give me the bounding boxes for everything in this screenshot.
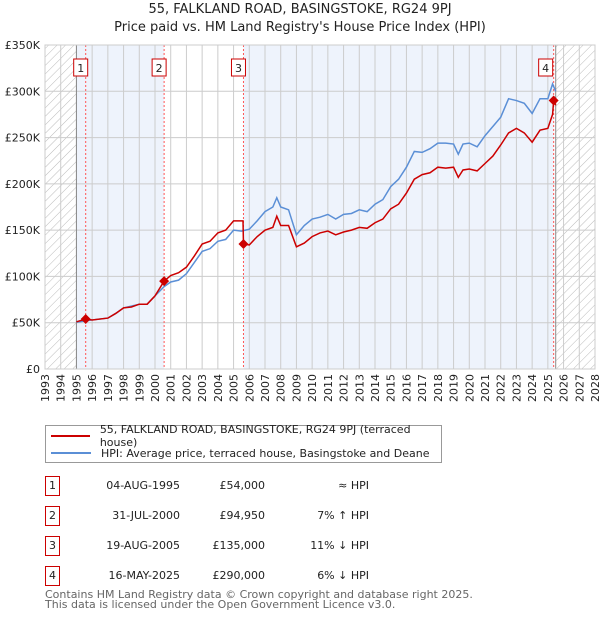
sale-number-badge: 3 <box>45 536 60 556</box>
hpi-line <box>76 81 557 323</box>
y-tick-label: £250K <box>5 132 41 145</box>
x-tick-label: 2012 <box>338 374 351 402</box>
footer: Contains HM Land Registry data © Crown c… <box>45 588 473 611</box>
x-tick-label: 2002 <box>180 374 193 402</box>
legend-swatch-blue <box>51 452 91 454</box>
x-tick-label: 2005 <box>228 374 241 402</box>
sale-label-box <box>73 58 89 77</box>
hpi-comparison: ≈ HPI <box>338 479 369 492</box>
x-tick-label: 2017 <box>416 374 429 402</box>
x-tick-label: 2013 <box>353 374 366 402</box>
legend-swatch-red <box>51 435 90 437</box>
ownership-shading <box>243 45 554 369</box>
x-tick-label: 2020 <box>463 374 476 402</box>
x-tick-label: 2015 <box>385 374 398 402</box>
footer-line: This data is licensed under the Open Gov… <box>45 598 396 611</box>
sale-label-box <box>151 58 167 77</box>
x-tick-label: 1999 <box>133 374 146 402</box>
y-tick-label: £0 <box>26 363 40 376</box>
footer-line: Contains HM Land Registry data © Crown c… <box>45 588 473 601</box>
sale-point-marker <box>238 239 249 250</box>
sale-price: £94,950 <box>219 509 266 522</box>
hpi-comparison: 11% ↓ HPI <box>310 539 369 552</box>
x-tick-label: 2003 <box>196 374 209 402</box>
sale-date: 31-JUL-2000 <box>112 509 180 522</box>
x-tick-label: 2014 <box>369 374 382 402</box>
x-tick-label: 1997 <box>102 374 115 402</box>
sale-number-badge: 4 <box>45 566 60 586</box>
sale-point-marker <box>159 276 170 287</box>
x-tick-label: 1995 <box>70 374 83 402</box>
x-tick-label: 1993 <box>39 374 52 402</box>
legend-item-property: 55, FALKLAND ROAD, BASINGSTOKE, RG24 9PJ… <box>46 423 441 449</box>
x-tick-label: 2000 <box>149 374 162 402</box>
x-tick-label: 2009 <box>290 374 303 402</box>
x-tick-label: 2021 <box>479 374 492 402</box>
plot-border <box>44 44 596 370</box>
x-tick-label: 2026 <box>558 374 571 402</box>
sale-date: 04-AUG-1995 <box>106 479 180 492</box>
sale-label-box <box>538 58 554 77</box>
sale-number-badge: 1 <box>45 476 60 496</box>
chart-subtitle: Price paid vs. HM Land Registry's House … <box>114 20 486 35</box>
sale-point-marker <box>80 314 91 325</box>
x-tick-label: 1998 <box>118 374 131 402</box>
sale-number-badge: 2 <box>45 506 60 526</box>
legend-label: HPI: Average price, terraced house, Basi… <box>101 446 430 460</box>
sale-price: £290,000 <box>212 569 266 582</box>
x-tick-label: 2018 <box>432 374 445 402</box>
table-row: 1 04-AUG-1995 £54,000 ≈ HPI <box>45 476 445 496</box>
sale-price: £135,000 <box>212 539 266 552</box>
x-tick-label: 2010 <box>306 374 319 402</box>
sale-label-box <box>230 58 246 77</box>
sale-label: 2 <box>156 62 163 75</box>
x-tick-label: 2028 <box>589 374 600 402</box>
hatched-no-data-region <box>555 45 595 369</box>
ownership-shading <box>76 45 165 369</box>
y-tick-label: £350K <box>5 39 41 52</box>
hpi-comparison: 6% ↓ HPI <box>317 569 369 582</box>
sale-label: 3 <box>235 62 242 75</box>
x-tick-label: 2016 <box>400 374 413 402</box>
sale-point-marker <box>548 95 559 106</box>
y-tick-label: £50K <box>12 317 41 330</box>
x-tick-label: 2025 <box>542 374 555 402</box>
table-row: 4 16-MAY-2025 £290,000 6% ↓ HPI <box>45 566 445 586</box>
x-tick-label: 2006 <box>243 374 256 402</box>
table-row: 3 19-AUG-2005 £135,000 11% ↓ HPI <box>45 536 445 556</box>
chart-title: 55, FALKLAND ROAD, BASINGSTOKE, RG24 9PJ <box>148 2 452 17</box>
x-tick-label: 2007 <box>259 374 272 402</box>
legend: 55, FALKLAND ROAD, BASINGSTOKE, RG24 9PJ… <box>45 423 442 463</box>
x-tick-label: 2023 <box>510 374 523 402</box>
sale-date: 16-MAY-2025 <box>108 569 180 582</box>
legend-item-hpi: HPI: Average price, terraced house, Basi… <box>46 445 429 461</box>
sale-label: 4 <box>542 62 549 75</box>
y-tick-label: £200K <box>5 178 41 191</box>
x-tick-label: 2004 <box>212 374 225 402</box>
sale-label: 1 <box>77 62 84 75</box>
x-tick-label: 2027 <box>573 374 586 402</box>
x-tick-label: 2022 <box>495 374 508 402</box>
sale-date: 19-AUG-2005 <box>106 539 180 552</box>
property-price-line <box>76 100 557 323</box>
legend-label: 55, FALKLAND ROAD, BASINGSTOKE, RG24 9PJ… <box>99 423 411 449</box>
table-row: 2 31-JUL-2000 £94,950 7% ↑ HPI <box>45 506 445 526</box>
sale-price: £54,000 <box>219 479 266 492</box>
x-tick-label: 2024 <box>526 374 539 402</box>
x-tick-label: 2019 <box>448 374 461 402</box>
hpi-comparison: 7% ↑ HPI <box>317 509 369 522</box>
x-tick-label: 2008 <box>275 374 288 402</box>
price-chart: 1993 1994 1995 1996 1997 1998 1999 2000 2001 2002… <box>5 39 600 402</box>
x-tick-label: 1996 <box>86 374 99 402</box>
x-tick-label: 2001 <box>165 374 178 402</box>
y-tick-label: £300K <box>5 85 41 98</box>
x-tick-label: 1994 <box>55 374 68 402</box>
y-tick-label: £100K <box>5 270 41 283</box>
x-tick-label: 2011 <box>322 374 335 402</box>
y-tick-label: £150K <box>5 224 41 237</box>
